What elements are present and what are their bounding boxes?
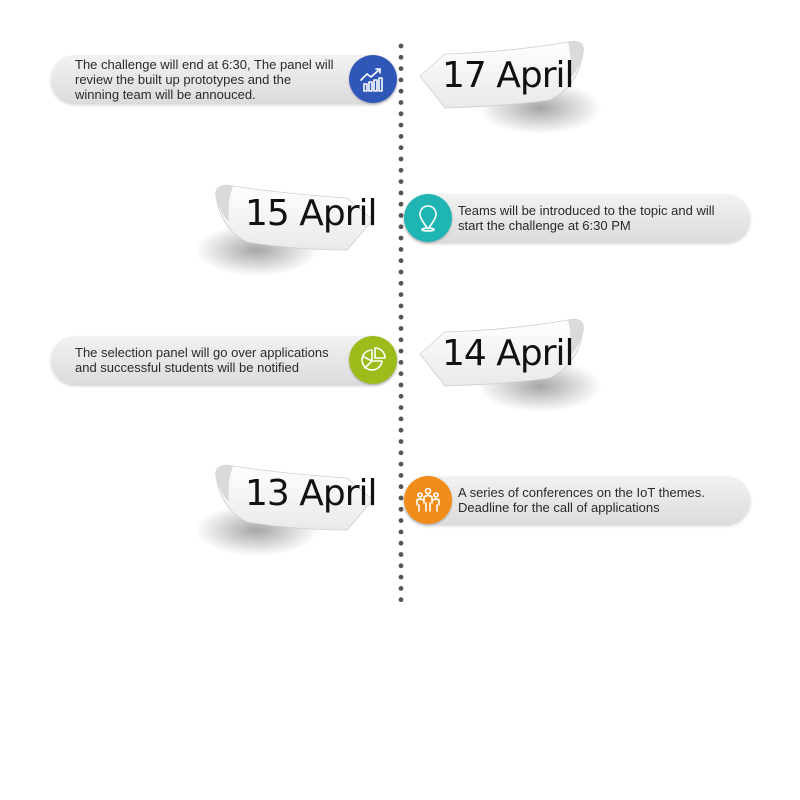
curled-paper-tag	[419, 40, 602, 134]
timeline-dot	[398, 235, 404, 241]
timeline-dot	[398, 461, 404, 467]
timeline-dot	[398, 506, 404, 512]
timeline-dot	[398, 201, 404, 207]
timeline-dot	[398, 269, 404, 275]
event-date: 15 April	[245, 193, 378, 234]
growth-chart-icon	[349, 55, 397, 103]
event-card: The challenge will end at 6:30, The pane…	[51, 55, 397, 103]
curled-paper-tag	[195, 464, 374, 556]
timeline-dot	[398, 145, 404, 151]
timeline-dot	[398, 190, 404, 196]
timeline-dot	[398, 292, 404, 297]
timeline-dot	[398, 405, 404, 410]
timeline-dot	[398, 473, 404, 478]
timeline-dot	[398, 224, 404, 230]
timeline-dot	[398, 393, 404, 399]
timeline-dot	[398, 134, 404, 139]
timeline-dot	[398, 484, 404, 490]
timeline-dot	[398, 156, 404, 162]
timeline-dot	[398, 77, 404, 83]
timeline-dot	[398, 552, 404, 557]
timeline-dot	[398, 213, 404, 218]
timeline-dot	[398, 563, 404, 569]
timeline-dot	[398, 337, 404, 343]
timeline-dot	[398, 122, 404, 128]
timeline-dot	[398, 66, 404, 71]
timeline-dot	[398, 427, 404, 433]
event-card: Teams will be introduced to the topic an…	[404, 194, 750, 242]
timeline-dot	[398, 326, 404, 331]
event-description: The challenge will end at 6:30, The pane…	[75, 56, 334, 102]
timeline-dot	[398, 179, 404, 185]
timeline-dot	[398, 280, 404, 286]
timeline-dot	[398, 382, 404, 388]
timeline-dot	[398, 439, 404, 444]
timeline-dot	[398, 314, 404, 320]
timeline-dot	[398, 43, 404, 49]
event-description: The selection panel will go over applica…	[75, 345, 329, 375]
date-tag: 14 April	[400, 308, 602, 418]
timeline-dot	[398, 348, 404, 354]
location-pin-icon	[404, 194, 452, 242]
timeline-dot	[398, 111, 404, 117]
timeline-dot	[398, 88, 404, 94]
curled-paper-tag	[195, 184, 374, 276]
event-card: A series of conferences on the IoT theme…	[404, 476, 750, 524]
date-tag: 13 April	[195, 448, 390, 558]
timeline-dot	[398, 371, 404, 377]
timeline-dot	[398, 416, 404, 422]
date-tag: 17 April	[400, 30, 602, 140]
event-card: The selection panel will go over applica…	[51, 336, 397, 384]
timeline-dot	[398, 303, 404, 309]
curled-paper-tag	[419, 318, 602, 412]
timeline-dot	[398, 495, 404, 501]
timeline-dot	[398, 360, 404, 365]
timeline-dot	[398, 529, 404, 535]
timeline-dot	[398, 518, 404, 523]
timeline-dot	[398, 540, 404, 546]
timeline-dot	[398, 54, 404, 60]
timeline-dot	[398, 574, 404, 580]
timeline-dot	[398, 597, 404, 603]
pie-chart-icon	[349, 336, 397, 384]
people-group-icon	[404, 476, 452, 524]
event-description: A series of conferences on the IoT theme…	[458, 485, 705, 515]
timeline-dot	[398, 586, 404, 591]
event-date: 13 April	[245, 473, 378, 514]
timeline-dot	[398, 450, 404, 456]
timeline-dot	[398, 167, 404, 173]
timeline-dot	[398, 100, 404, 105]
date-tag: 15 April	[195, 168, 390, 278]
timeline-dot	[398, 247, 404, 252]
event-description: Teams will be introduced to the topic an…	[458, 203, 715, 233]
event-date: 17 April	[442, 55, 575, 96]
event-date: 14 April	[442, 333, 575, 374]
timeline-dot	[398, 258, 404, 264]
